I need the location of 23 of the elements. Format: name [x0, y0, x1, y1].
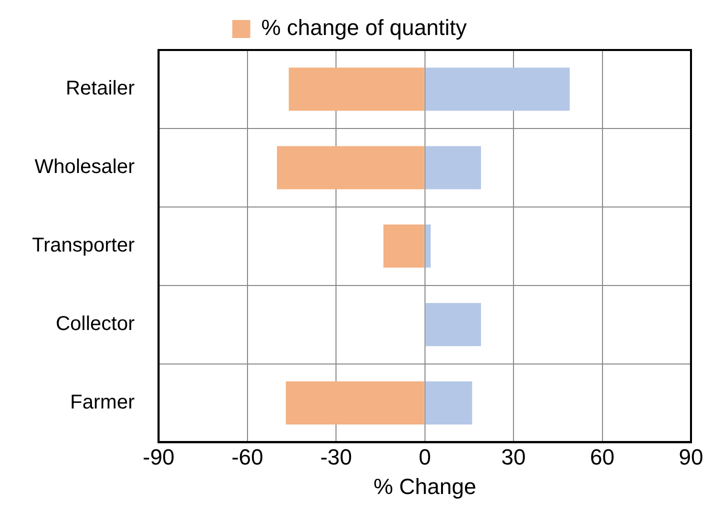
- legend-label: % change of quantity: [261, 15, 467, 40]
- bar: [425, 381, 472, 425]
- bar: [286, 381, 424, 425]
- x-axis-title: % Change: [373, 474, 476, 499]
- bar: [425, 224, 431, 268]
- y-tick-label: Farmer: [70, 391, 135, 414]
- x-tick-label: 90: [678, 444, 704, 470]
- x-tick-label: 60: [590, 444, 615, 470]
- y-tick-label: Wholesaler: [34, 156, 135, 178]
- x-tick-label: -90: [142, 444, 175, 470]
- y-tick-label: Retailer: [66, 78, 135, 100]
- bar: [276, 146, 424, 190]
- bar: [288, 68, 424, 111]
- x-tick-label: -30: [320, 444, 352, 470]
- x-tick-label: -60: [231, 444, 264, 470]
- y-tick-label: Transporter: [32, 234, 135, 257]
- bar: [425, 302, 482, 346]
- x-tick-label: 30: [501, 444, 526, 470]
- bar: [383, 224, 424, 268]
- y-tick-label: Collector: [56, 313, 135, 336]
- bar: [425, 146, 482, 190]
- bar: [425, 68, 570, 111]
- x-tick-label: 0: [418, 444, 431, 470]
